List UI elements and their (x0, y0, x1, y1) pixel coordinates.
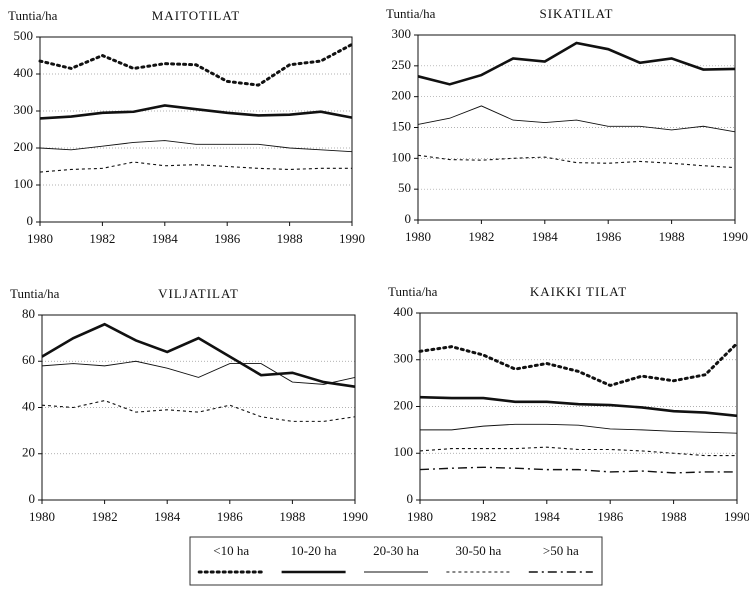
x-tick-label: 1990 (342, 509, 368, 524)
x-tick-label: 1980 (27, 231, 53, 246)
y-tick-label: 20 (22, 445, 35, 460)
x-tick-label: 1988 (277, 231, 303, 246)
series-line (420, 423, 738, 434)
legend-label: <10 ha (213, 543, 249, 558)
x-tick-label: 1990 (724, 509, 749, 524)
y-axis-label: Tuntia/ha (8, 8, 58, 23)
x-tick-label: 1982 (89, 231, 115, 246)
legend-label: 30-50 ha (455, 543, 501, 558)
x-tick-label: 1986 (597, 509, 624, 524)
series-line (39, 161, 352, 173)
y-tick-label: 40 (22, 398, 35, 413)
plot-frame (41, 314, 356, 501)
y-tick-label: 50 (398, 180, 411, 195)
series-line (41, 322, 356, 388)
legend-label: >50 ha (543, 543, 579, 558)
y-tick-label: 0 (29, 491, 36, 506)
y-tick-label: 250 (392, 57, 412, 72)
y-axis-label: Tuntia/ha (386, 6, 436, 21)
series-line (417, 41, 736, 86)
y-tick-label: 60 (22, 352, 35, 367)
plot-frame (39, 36, 353, 223)
legend-label: 20-30 ha (373, 543, 419, 558)
y-tick-label: 0 (405, 211, 412, 226)
legend-label: 10-20 ha (291, 543, 337, 558)
x-tick-label: 1982 (92, 509, 118, 524)
panel-title: VILJATILAT (158, 286, 239, 301)
x-tick-label: 1988 (279, 509, 305, 524)
x-tick-label: 1986 (595, 229, 622, 244)
y-tick-label: 200 (394, 397, 414, 412)
y-tick-label: 400 (14, 65, 34, 80)
x-tick-label: 1988 (661, 509, 687, 524)
x-tick-label: 1986 (214, 231, 241, 246)
y-tick-label: 300 (392, 26, 412, 41)
y-tick-label: 100 (392, 149, 412, 164)
plot-frame (417, 34, 736, 221)
series-line (39, 140, 353, 153)
y-tick-label: 100 (14, 176, 34, 191)
series-line (39, 104, 353, 120)
series-line (419, 446, 737, 457)
series-line (41, 399, 356, 422)
plot-frame (419, 312, 738, 501)
y-tick-label: 300 (14, 102, 34, 117)
x-tick-label: 1984 (534, 509, 561, 524)
x-tick-label: 1982 (470, 509, 496, 524)
y-tick-label: 0 (407, 491, 414, 506)
series-line (417, 154, 736, 169)
series-line (419, 466, 737, 474)
panel-title: SIKATILAT (540, 6, 614, 21)
legend-box (189, 536, 603, 586)
series-line (38, 42, 354, 87)
y-tick-label: 150 (392, 118, 412, 133)
series-line (419, 395, 738, 418)
y-axis-label: Tuntia/ha (388, 284, 438, 299)
y-tick-label: 0 (27, 213, 34, 228)
x-tick-label: 1990 (722, 229, 748, 244)
x-tick-label: 1980 (407, 509, 433, 524)
y-tick-label: 100 (394, 444, 414, 459)
y-tick-label: 300 (394, 351, 414, 366)
x-tick-label: 1988 (659, 229, 685, 244)
x-tick-label: 1984 (152, 231, 179, 246)
x-tick-label: 1990 (339, 231, 365, 246)
y-tick-label: 500 (14, 28, 34, 43)
y-axis-label: Tuntia/ha (10, 286, 60, 301)
y-tick-label: 200 (392, 88, 412, 103)
series-line (41, 360, 356, 385)
panel-title: KAIKKI TILAT (530, 284, 627, 299)
x-tick-label: 1980 (405, 229, 431, 244)
x-tick-label: 1986 (217, 509, 244, 524)
x-tick-label: 1982 (468, 229, 494, 244)
x-tick-label: 1984 (532, 229, 559, 244)
y-tick-label: 200 (14, 139, 34, 154)
series-line (418, 341, 739, 388)
series-line (417, 105, 736, 133)
y-tick-label: 80 (22, 306, 35, 321)
x-tick-label: 1980 (29, 509, 55, 524)
y-tick-label: 400 (394, 304, 414, 319)
panel-title: MAITOTILAT (152, 8, 240, 23)
x-tick-label: 1984 (154, 509, 181, 524)
